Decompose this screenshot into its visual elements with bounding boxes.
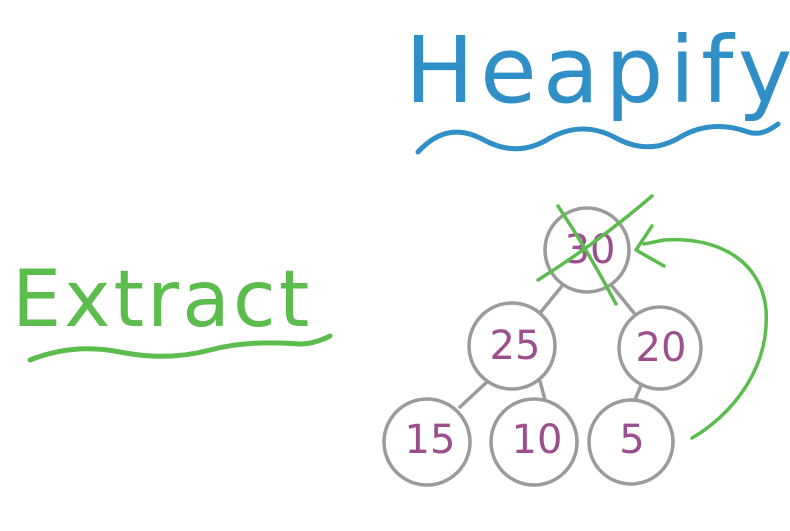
arrow-head	[634, 224, 666, 268]
crossout-stroke	[536, 194, 654, 282]
root-crossout-mark	[536, 194, 654, 306]
node-circle	[382, 397, 472, 487]
node-label: 25	[490, 323, 541, 369]
node-circle	[467, 301, 557, 391]
node-circle	[489, 397, 579, 487]
heap-node: 15	[382, 397, 472, 487]
swap-arrow	[634, 224, 768, 440]
node-label: 30	[565, 227, 616, 273]
heapify-title: Heapify	[405, 17, 790, 124]
tree-edges	[458, 284, 644, 409]
heap-node: 5	[587, 398, 675, 486]
heap-node: 20	[617, 305, 703, 391]
node-label: 20	[636, 325, 687, 371]
node-label: 5	[619, 417, 644, 463]
extract-underline	[27, 333, 333, 363]
node-circle	[617, 305, 703, 391]
edge-30-20	[610, 284, 636, 315]
extract-title: Extract	[12, 255, 312, 345]
node-circle	[587, 398, 675, 486]
edge-25-15	[458, 379, 490, 409]
heap-node: 10	[489, 397, 579, 487]
heapify-underline	[415, 121, 781, 155]
arrow-curve	[642, 237, 768, 440]
edge-30-25	[538, 284, 564, 315]
node-label: 15	[405, 417, 456, 463]
heap-node: 25	[467, 301, 557, 391]
node-label: 10	[512, 417, 563, 463]
